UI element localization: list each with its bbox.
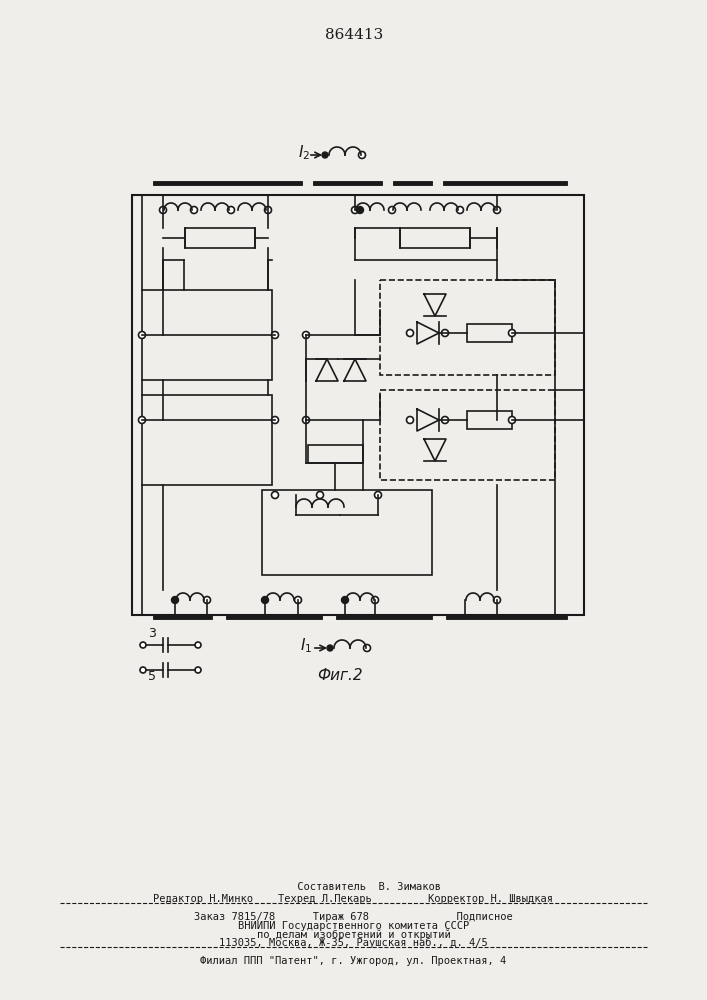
Circle shape — [508, 416, 515, 424]
Bar — [380, 280, 555, 375]
Circle shape — [375, 491, 382, 498]
Text: Заказ 7815/78      Тираж 678              Подписное: Заказ 7815/78 Тираж 678 Подписное — [194, 912, 513, 922]
Circle shape — [508, 330, 515, 336]
Bar — [467, 324, 512, 342]
Circle shape — [271, 491, 279, 498]
Circle shape — [351, 207, 358, 214]
Bar — [262, 490, 432, 575]
Text: Составитель  В. Зимаков: Составитель В. Зимаков — [266, 882, 441, 892]
Circle shape — [341, 596, 349, 603]
Circle shape — [139, 332, 146, 338]
Circle shape — [190, 207, 197, 214]
Circle shape — [160, 207, 167, 214]
Text: ВНИИПИ Государственного комитета СССР: ВНИИПИ Государственного комитета СССР — [238, 921, 469, 931]
Circle shape — [271, 332, 279, 338]
Circle shape — [407, 416, 414, 424]
Circle shape — [140, 667, 146, 673]
Circle shape — [204, 596, 211, 603]
Circle shape — [493, 207, 501, 214]
Text: $I_2$: $I_2$ — [298, 144, 310, 162]
Circle shape — [389, 207, 395, 214]
Circle shape — [172, 596, 178, 603]
Circle shape — [358, 151, 366, 158]
Circle shape — [322, 152, 328, 158]
Text: $I_1$: $I_1$ — [300, 637, 312, 655]
Text: 3: 3 — [148, 627, 156, 640]
Bar — [142, 290, 272, 380]
Circle shape — [317, 491, 324, 498]
Bar — [142, 395, 272, 485]
Circle shape — [264, 207, 271, 214]
Circle shape — [139, 416, 146, 424]
Bar — [132, 195, 584, 615]
Bar — [400, 228, 470, 248]
Circle shape — [303, 416, 310, 424]
Circle shape — [195, 642, 201, 648]
Circle shape — [303, 332, 310, 338]
Circle shape — [441, 330, 448, 336]
Bar — [308, 445, 363, 463]
Text: по делам изобретений и открытий: по делам изобретений и открытий — [257, 929, 450, 940]
Circle shape — [140, 642, 146, 648]
Text: Филиал ППП "Патент", г. Ужгород, ул. Проектная, 4: Филиал ППП "Патент", г. Ужгород, ул. Про… — [200, 956, 507, 966]
Circle shape — [295, 596, 301, 603]
Text: 113035, Москва, Ж-35, Раушская наб., д. 4/5: 113035, Москва, Ж-35, Раушская наб., д. … — [219, 938, 488, 948]
Circle shape — [228, 207, 235, 214]
Bar — [467, 411, 512, 429]
Circle shape — [356, 207, 363, 214]
Bar — [185, 228, 255, 248]
Circle shape — [262, 596, 269, 603]
Circle shape — [371, 596, 378, 603]
Circle shape — [407, 330, 414, 336]
Text: 864413: 864413 — [325, 28, 383, 42]
Circle shape — [327, 645, 333, 651]
Text: Фиг.2: Фиг.2 — [317, 668, 363, 683]
Circle shape — [493, 596, 501, 603]
Circle shape — [271, 416, 279, 424]
Circle shape — [363, 645, 370, 652]
Bar — [380, 390, 555, 480]
Circle shape — [441, 416, 448, 424]
Text: 5: 5 — [148, 670, 156, 683]
Text: Редактор Н.Минко    Техред Л.Пекарь         Корректор Н. Швыдкая: Редактор Н.Минко Техред Л.Пекарь Коррект… — [153, 894, 554, 904]
Circle shape — [457, 207, 464, 214]
Circle shape — [195, 667, 201, 673]
